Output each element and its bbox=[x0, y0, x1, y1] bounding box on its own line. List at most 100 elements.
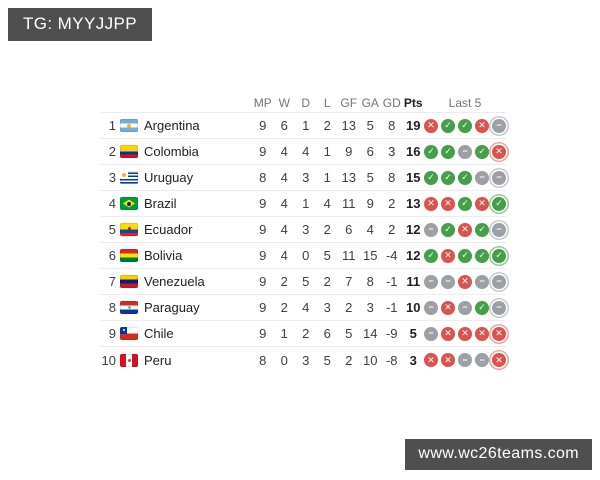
result-draw-icon: − bbox=[458, 144, 472, 159]
d-value: 5 bbox=[302, 274, 310, 289]
rank-value: 10 bbox=[101, 352, 116, 368]
result-loss-icon: ✕ bbox=[441, 196, 455, 211]
col-header-d: D bbox=[301, 96, 311, 110]
ga-value: 8 bbox=[366, 274, 374, 289]
gd-value: 8 bbox=[388, 118, 396, 133]
result-win-icon: ✓ bbox=[475, 248, 489, 263]
rank-value: 1 bbox=[108, 118, 116, 133]
w-value: 4 bbox=[280, 144, 288, 159]
flag-bolivia-icon bbox=[120, 249, 138, 262]
rank-value: 3 bbox=[108, 170, 116, 185]
table-row: 10 Peru 8 0 3 5 2 10 -8 3 ✕ ✕ − − ✕ bbox=[100, 347, 506, 373]
rank-value: 6 bbox=[108, 248, 116, 263]
result-loss-icon: ✕ bbox=[458, 222, 472, 237]
result-win-icon: ✓ bbox=[424, 144, 438, 159]
result-draw-icon: − bbox=[458, 300, 472, 315]
gd-value: 3 bbox=[388, 144, 396, 159]
flag-cell bbox=[116, 275, 142, 288]
gd-value: -1 bbox=[385, 300, 398, 315]
result-loss-icon: ✕ bbox=[441, 248, 455, 263]
flag-ecuador-icon bbox=[120, 223, 138, 236]
result-loss-icon: ✕ bbox=[458, 326, 472, 341]
ga-value: 3 bbox=[366, 300, 374, 315]
d-value: 4 bbox=[302, 300, 310, 315]
gd-value: -8 bbox=[385, 352, 398, 368]
result-win-icon: ✓ bbox=[424, 170, 438, 185]
result-draw-icon: − bbox=[492, 118, 506, 133]
ga-value: 15 bbox=[363, 248, 378, 263]
rank-value: 8 bbox=[108, 300, 116, 315]
d-value: 2 bbox=[302, 326, 310, 341]
result-draw-icon: − bbox=[458, 353, 472, 367]
col-header-gd: GD bbox=[382, 96, 401, 110]
result-win-icon: ✓ bbox=[458, 196, 472, 211]
last5-results: ✓ ✓ − ✓ ✕ bbox=[424, 144, 506, 159]
mp-value: 9 bbox=[259, 326, 267, 341]
last5-results: − ✓ ✕ ✓ − bbox=[424, 222, 506, 237]
flag-chile-icon bbox=[120, 327, 138, 340]
ga-value: 6 bbox=[366, 144, 374, 159]
table-row: 8 Paraguay 9 2 4 3 2 3 -1 10 − ✕ − ✓ − bbox=[100, 295, 506, 321]
result-draw-icon: − bbox=[424, 326, 438, 341]
mp-value: 9 bbox=[259, 300, 267, 315]
result-win-icon: ✓ bbox=[475, 222, 489, 237]
gf-value: 2 bbox=[345, 300, 353, 315]
gf-value: 5 bbox=[345, 326, 353, 341]
result-loss-icon: ✕ bbox=[475, 196, 489, 211]
result-loss-icon: ✕ bbox=[475, 326, 489, 341]
flag-cell bbox=[116, 249, 142, 262]
pts-value: 10 bbox=[406, 300, 421, 315]
result-win-icon: ✓ bbox=[441, 170, 455, 185]
table-row: 2 Colombia 9 4 4 1 9 6 3 16 ✓ ✓ − ✓ ✕ bbox=[100, 139, 506, 165]
table-row: 1 Argentina 9 6 1 2 13 5 8 19 ✕ ✓ ✓ ✕ − bbox=[100, 113, 506, 139]
team-name: Paraguay bbox=[144, 300, 200, 315]
w-value: 2 bbox=[280, 274, 288, 289]
gf-value: 6 bbox=[345, 222, 353, 237]
flag-cell bbox=[116, 223, 142, 236]
flag-uruguay-icon bbox=[120, 171, 138, 184]
w-value: 4 bbox=[280, 248, 288, 263]
result-draw-icon: − bbox=[475, 274, 489, 289]
pts-value: 11 bbox=[406, 274, 421, 289]
last5-results: ✕ ✕ − − ✕ bbox=[424, 353, 506, 367]
ga-value: 4 bbox=[366, 222, 374, 237]
w-value: 4 bbox=[280, 170, 288, 185]
l-value: 5 bbox=[323, 352, 331, 368]
mp-value: 9 bbox=[259, 222, 267, 237]
d-value: 0 bbox=[302, 248, 310, 263]
col-header-l: L bbox=[323, 96, 331, 110]
pts-value: 15 bbox=[406, 170, 421, 185]
mp-value: 8 bbox=[259, 352, 267, 368]
result-win-icon: ✓ bbox=[424, 248, 438, 263]
team-name: Brazil bbox=[144, 196, 177, 211]
d-value: 3 bbox=[302, 222, 310, 237]
flag-cell bbox=[116, 145, 142, 158]
flag-venezuela-icon bbox=[120, 275, 138, 288]
w-value: 6 bbox=[280, 118, 288, 133]
team-name: Ecuador bbox=[144, 222, 193, 237]
table-body: 1 Argentina 9 6 1 2 13 5 8 19 ✕ ✓ ✓ ✕ − 2 Co… bbox=[100, 113, 506, 373]
table-row: 9 Chile 9 1 2 6 5 14 -9 5 − ✕ ✕ ✕ ✕ bbox=[100, 321, 506, 347]
l-value: 5 bbox=[323, 248, 331, 263]
l-value: 2 bbox=[323, 222, 331, 237]
table-row: 4 Brazil 9 4 1 4 11 9 2 13 ✕ ✕ ✓ ✕ ✓ bbox=[100, 191, 506, 217]
flag-colombia-icon bbox=[120, 145, 138, 158]
last5-results: ✓ ✓ ✓ − − bbox=[424, 170, 506, 185]
result-win-icon: ✓ bbox=[441, 144, 455, 159]
result-draw-icon: − bbox=[492, 170, 506, 185]
gf-value: 11 bbox=[342, 196, 356, 211]
result-loss-icon: ✕ bbox=[441, 300, 455, 315]
flag-cell bbox=[116, 119, 142, 132]
result-loss-icon: ✕ bbox=[492, 144, 506, 159]
ga-value: 14 bbox=[363, 326, 378, 341]
l-value: 2 bbox=[323, 274, 331, 289]
mp-value: 9 bbox=[259, 144, 267, 159]
pts-value: 19 bbox=[406, 118, 421, 133]
table-row: 7 Venezuela 9 2 5 2 7 8 -1 11 − − ✕ − − bbox=[100, 269, 506, 295]
result-loss-icon: ✕ bbox=[424, 196, 438, 211]
team-name: Venezuela bbox=[144, 274, 205, 289]
team-name: Chile bbox=[144, 326, 174, 341]
ga-value: 10 bbox=[363, 352, 378, 368]
last5-results: − ✕ ✕ ✕ ✕ bbox=[424, 326, 506, 341]
result-win-icon: ✓ bbox=[458, 170, 472, 185]
